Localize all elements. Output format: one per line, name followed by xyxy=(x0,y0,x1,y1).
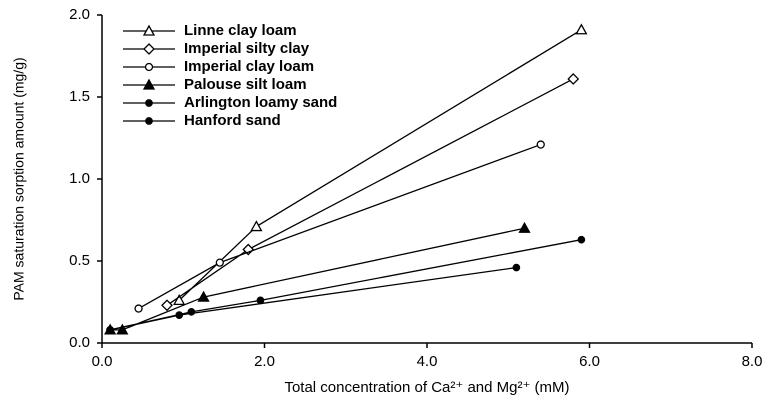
marker xyxy=(512,263,521,272)
legend-marker xyxy=(142,24,156,36)
legend-marker xyxy=(142,78,156,90)
series-line xyxy=(110,227,525,331)
marker xyxy=(577,235,586,244)
legend-label: Imperial silty clay xyxy=(184,40,310,57)
marker xyxy=(175,311,184,319)
marker xyxy=(106,326,114,334)
marker xyxy=(173,294,186,306)
x-tick-label: 4.0 xyxy=(417,353,438,370)
legend-marker xyxy=(145,117,153,125)
y-tick-label: 1.0 xyxy=(69,170,90,187)
y-tick-label: 0.0 xyxy=(69,334,90,351)
y-tick-label: 0.5 xyxy=(69,252,90,269)
marker xyxy=(256,296,265,305)
series-line xyxy=(109,266,517,331)
marker xyxy=(518,221,531,233)
marker xyxy=(575,23,588,35)
legend-label: Palouse silt loam xyxy=(184,76,307,93)
y-tick-label: 2.0 xyxy=(69,6,90,23)
marker xyxy=(197,290,210,302)
x-tick-label: 2.0 xyxy=(254,353,275,370)
marker xyxy=(161,299,173,312)
legend-marker xyxy=(143,43,155,55)
marker xyxy=(242,243,255,256)
y-tick-label: 1.5 xyxy=(69,88,90,105)
marker xyxy=(536,140,545,149)
legend-label: Hanford sand xyxy=(184,112,281,129)
legend-label: Arlington loamy sand xyxy=(184,94,337,111)
x-tick-label: 0.0 xyxy=(92,353,113,370)
x-axis-label: Total concentration of Ca²⁺ and Mg²⁺ (mM… xyxy=(284,379,569,396)
legend-label: Linne clay loam xyxy=(184,22,297,39)
marker xyxy=(250,220,263,232)
marker xyxy=(215,258,224,267)
x-tick-label: 6.0 xyxy=(579,353,600,370)
legend-marker xyxy=(145,99,153,107)
legend-label: Imperial clay loam xyxy=(184,58,314,75)
marker xyxy=(116,323,129,335)
y-axis-label: PAM saturation sorption amount (mg/g) xyxy=(11,57,27,300)
marker xyxy=(134,304,143,313)
legend-marker xyxy=(144,62,154,72)
marker xyxy=(567,73,580,85)
x-tick-label: 8.0 xyxy=(742,353,763,370)
